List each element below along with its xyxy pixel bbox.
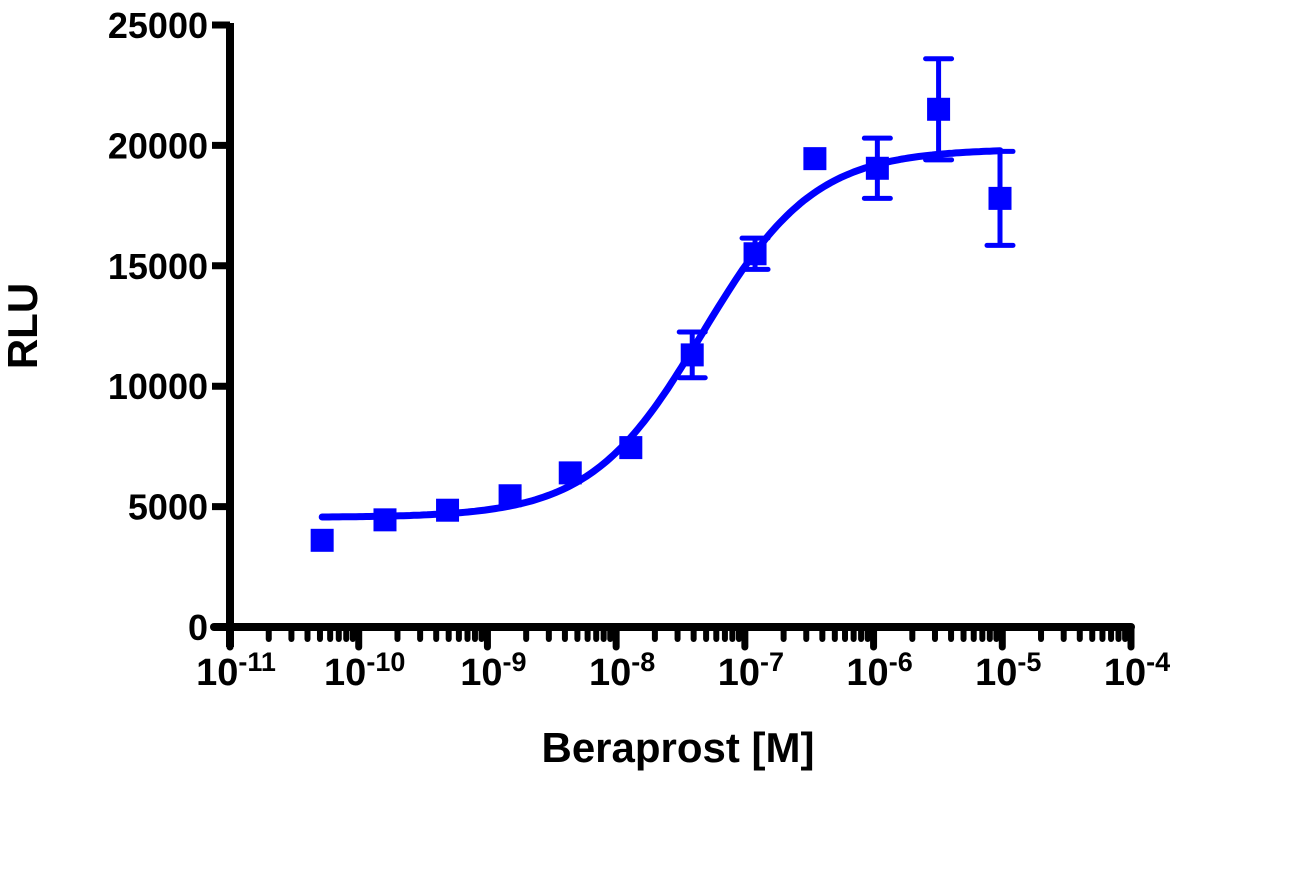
- data-point: [436, 498, 460, 522]
- x-tick-label: 10-7: [718, 647, 784, 694]
- x-axis-label: Beraprost [M]: [541, 724, 814, 771]
- fit-curve: [318, 147, 1004, 521]
- data-point: [373, 508, 397, 532]
- data-point: [310, 528, 334, 552]
- x-tick-label: 10-8: [589, 647, 655, 694]
- data-point: [558, 461, 582, 485]
- data-point: [865, 156, 889, 180]
- data-point: [680, 343, 704, 367]
- data-point: [498, 484, 522, 508]
- y-tick-label: 10000: [108, 366, 208, 407]
- data-point: [927, 97, 951, 121]
- y-tick-label: 15000: [108, 246, 208, 287]
- x-tick-label: 10-5: [975, 647, 1041, 694]
- data-point: [803, 147, 827, 171]
- y-tick-label: 0: [188, 607, 208, 648]
- plot-area: [310, 56, 1016, 552]
- data-point: [619, 436, 643, 460]
- data-point: [988, 186, 1012, 210]
- x-tick-label: 10-11: [196, 647, 276, 694]
- y-tick-label: 5000: [128, 487, 208, 528]
- x-tick-label: 10-10: [324, 647, 405, 694]
- axes: 0 5000 10000 15000 20000 25000 10-11 10-10 10-9 1…: [108, 5, 1170, 694]
- y-axis-label: RLU: [0, 283, 46, 369]
- y-tick-label: 20000: [108, 125, 208, 166]
- y-tick-label: 25000: [108, 5, 208, 46]
- x-tick-label: 10-6: [846, 647, 912, 694]
- data-point: [743, 242, 767, 266]
- x-tick-label: 10-4: [1104, 647, 1170, 694]
- x-tick-label: 10-9: [460, 647, 526, 694]
